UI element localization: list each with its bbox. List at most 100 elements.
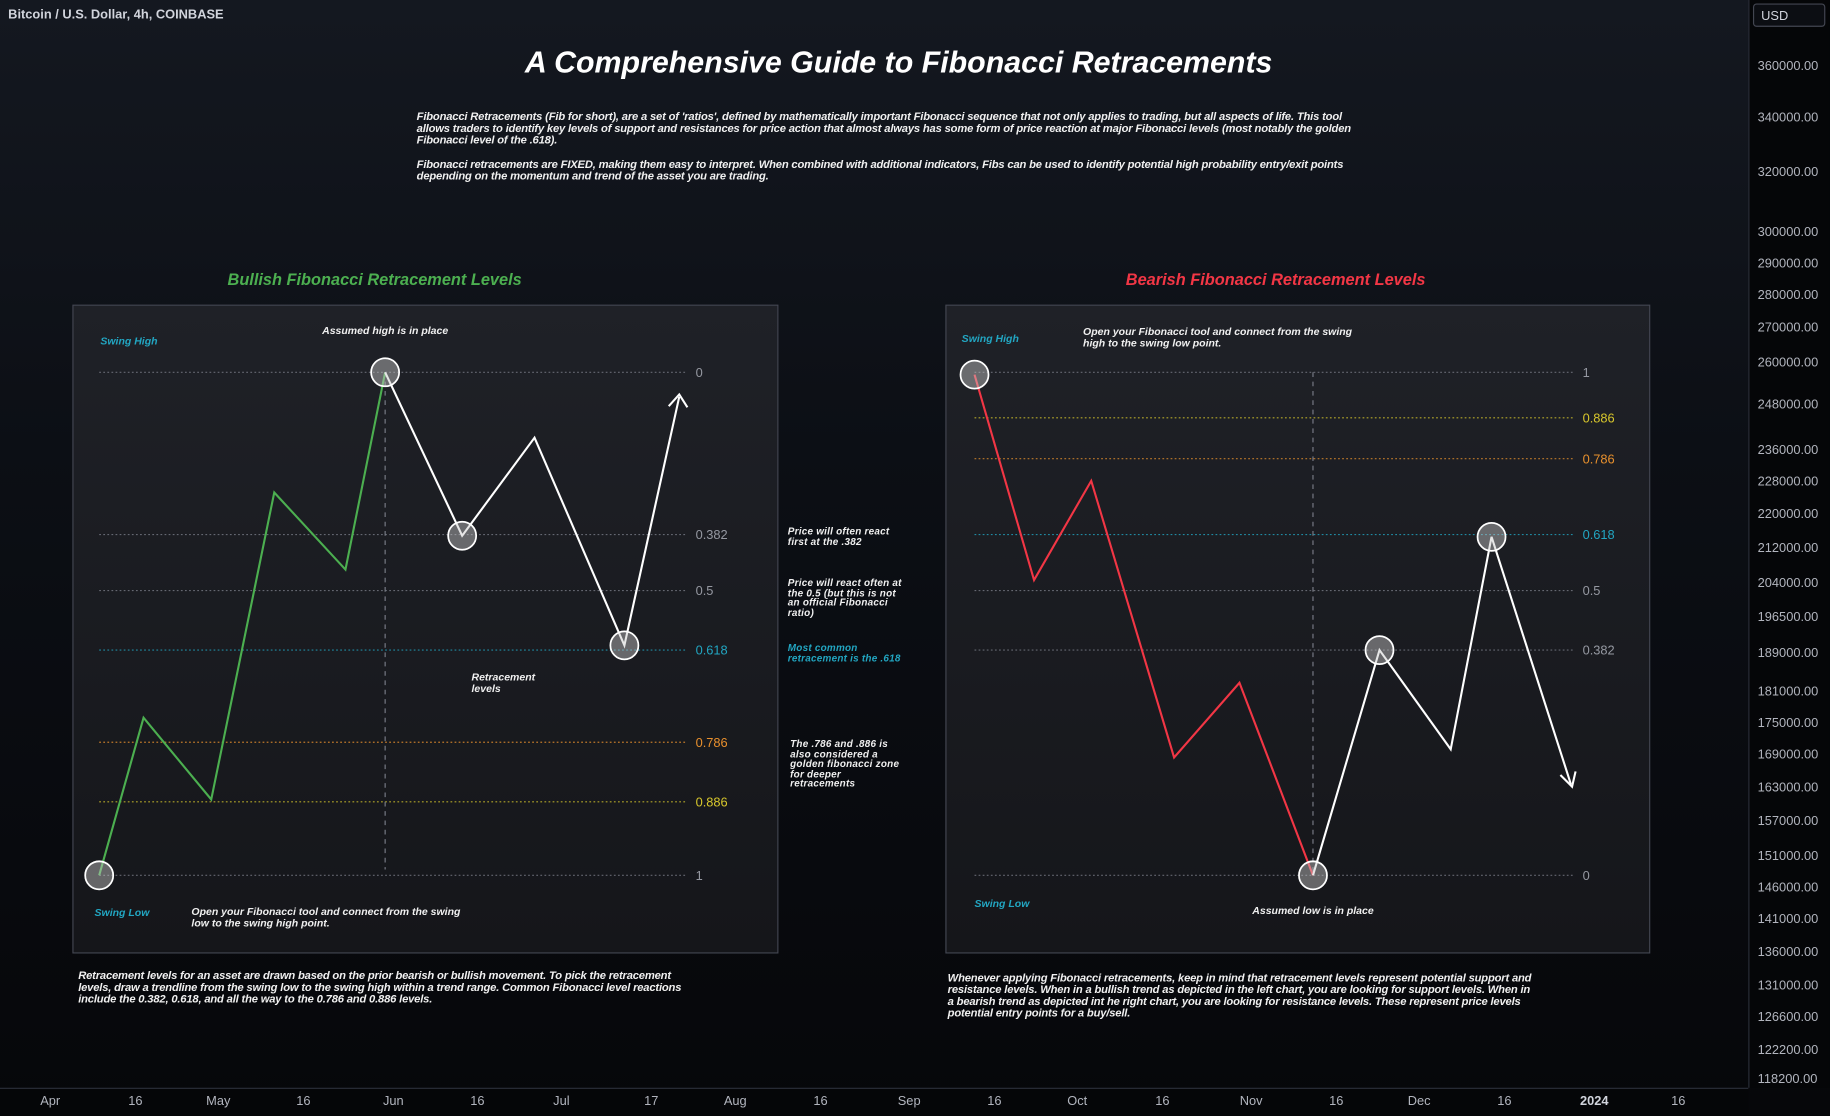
- note-618: Most common retracement is the .618: [787, 641, 901, 664]
- time-tick-label: Sep: [897, 1094, 921, 1109]
- time-tick-label: 16: [1329, 1094, 1344, 1109]
- bull-fib-level-label: 0.786: [696, 735, 728, 750]
- time-tick-label: 16: [1671, 1094, 1686, 1109]
- price-tick-label: 126600.00: [1757, 1010, 1819, 1025]
- price-tick-label: 169000.00: [1757, 748, 1819, 763]
- price-tick-label: 340000.00: [1757, 110, 1819, 125]
- bull-fib-level-label: 0.886: [696, 794, 728, 809]
- note-382: Price will often react first at the .382: [787, 525, 890, 547]
- price-tick-label: 122200.00: [1757, 1043, 1819, 1058]
- bull-fib-level-label: 0: [696, 365, 703, 380]
- bull-arrow-head-icon: [667, 392, 689, 408]
- pivot-marker: [447, 520, 478, 551]
- bullish-panel: [72, 304, 779, 954]
- bear-fib-level-label: 0.5: [1583, 583, 1601, 598]
- time-tick-label: Jul: [553, 1094, 570, 1109]
- bear-swing-low-label: Swing Low: [974, 897, 1030, 910]
- time-tick-label: May: [206, 1094, 231, 1109]
- time-tick-label: 16: [1497, 1094, 1512, 1109]
- bearish-heading: Bearish Fibonacci Retracement Levels: [1125, 269, 1426, 289]
- time-tick-label: Jun: [382, 1094, 404, 1109]
- bearish-caption: Whenever applying Fibonacci retracements…: [947, 972, 1532, 1021]
- price-tick-label: 280000.00: [1757, 288, 1819, 303]
- bullish-caption: Retracement levels for an asset are draw…: [78, 969, 682, 1007]
- price-tick-label: 151000.00: [1757, 849, 1819, 864]
- price-tick-label: 181000.00: [1757, 685, 1819, 700]
- bear-instruction: Open your Fibonacci tool and connect fro…: [1083, 325, 1353, 349]
- pivot-marker: [84, 860, 115, 891]
- time-tick-label: 2024: [1579, 1094, 1609, 1109]
- bear-fib-level-label: 0: [1583, 868, 1590, 883]
- bear-fib-level-label: 0.886: [1583, 410, 1615, 425]
- bull-assumed-high-label: Assumed high is in place: [322, 324, 449, 337]
- price-tick-label: 320000.00: [1757, 165, 1819, 180]
- price-tick-label: 290000.00: [1757, 256, 1819, 271]
- price-axis[interactable]: 360000.00 340000.00 320000.00 300000.00 2900…: [1748, 0, 1830, 1088]
- price-tick-label: 220000.00: [1757, 507, 1819, 522]
- bear-downtrend-line: [973, 374, 1314, 876]
- intro-paragraph-2: Fibonacci retracements are FIXED, making…: [416, 158, 1344, 184]
- intro-paragraph-1: Fibonacci Retracements (Fib for short), …: [416, 110, 1351, 148]
- bear-fib-level-label: 0.786: [1583, 451, 1615, 466]
- bullish-heading: Bullish Fibonacci Retracement Levels: [227, 269, 522, 289]
- price-tick-label: 212000.00: [1757, 541, 1819, 556]
- price-tick-label: 163000.00: [1757, 780, 1819, 795]
- time-tick-label: 16: [813, 1094, 828, 1109]
- price-tick-label: 270000.00: [1757, 320, 1819, 335]
- bull-instruction: Open your Fibonacci tool and connect fro…: [191, 905, 461, 929]
- time-tick-label: 17: [644, 1094, 659, 1109]
- price-tick-label: 141000.00: [1757, 912, 1819, 927]
- time-tick-label: 16: [987, 1094, 1002, 1109]
- price-tick-label: 131000.00: [1757, 979, 1819, 994]
- bull-retracement-label: Retracement levels: [471, 671, 536, 694]
- currency-button[interactable]: USD: [1752, 3, 1826, 27]
- price-tick-label: 157000.00: [1757, 814, 1819, 829]
- price-tick-label: 196500.00: [1757, 610, 1819, 625]
- bull-swing-high-label: Swing High: [100, 334, 158, 347]
- bull-retrace-line: [384, 371, 681, 649]
- bear-fib-level-label: 0.618: [1583, 527, 1615, 542]
- time-tick-label: Nov: [1239, 1094, 1263, 1109]
- time-tick-label: 16: [128, 1094, 143, 1109]
- symbol-title: Bitcoin / U.S. Dollar, 4h, COINBASE: [8, 8, 224, 23]
- bull-fib-level-label: 0.382: [696, 527, 728, 542]
- price-tick-label: 248000.00: [1757, 397, 1819, 412]
- time-tick-label: Dec: [1407, 1094, 1431, 1109]
- time-tick-label: 16: [1155, 1094, 1170, 1109]
- pivot-marker: [1298, 860, 1328, 891]
- bear-fib-level-label: 1: [1583, 365, 1590, 380]
- price-tick-label: 260000.00: [1757, 355, 1819, 370]
- time-tick-label: Apr: [40, 1094, 61, 1109]
- page-title: A Comprehensive Guide to Fibonacci Retra…: [524, 44, 1273, 80]
- bearish-panel: [945, 304, 1651, 954]
- price-tick-label: 228000.00: [1757, 475, 1819, 490]
- bear-fib-level-label: 0.382: [1583, 643, 1615, 658]
- time-tick-label: 16: [296, 1094, 311, 1109]
- price-tick-label: 236000.00: [1757, 443, 1819, 458]
- time-tick-label: 16: [470, 1094, 485, 1109]
- bull-fib-level-label: 0.618: [696, 643, 728, 658]
- bull-fib-level-label: 1: [696, 868, 703, 883]
- bull-uptrend-line: [98, 372, 387, 876]
- time-axis[interactable]: Apr 16 May 16 Jun 16 Jul 17 Aug 16 Sep 16 Oct 16 Nov 16…: [0, 1087, 1749, 1116]
- price-tick-label: 175000.00: [1757, 716, 1819, 731]
- time-tick-label: Aug: [723, 1094, 747, 1109]
- pivot-marker: [1476, 521, 1507, 552]
- bear-swing-high-label: Swing High: [961, 332, 1019, 345]
- bull-fib-level-label: 0.5: [696, 583, 714, 598]
- pivot-marker: [959, 359, 990, 390]
- price-tick-label: 360000.00: [1757, 59, 1819, 74]
- pivot-marker: [1364, 635, 1395, 665]
- price-tick-label: 189000.00: [1757, 646, 1819, 661]
- time-tick-label: Oct: [1067, 1094, 1088, 1109]
- note-05: Price will react often at the 0.5 (but t…: [787, 576, 902, 619]
- pivot-marker: [370, 357, 401, 388]
- pivot-marker: [609, 630, 640, 661]
- bear-arrow-head-icon: [1559, 771, 1577, 789]
- note-786-886: The .786 and .886 is also considered a g…: [790, 737, 900, 790]
- bear-retrace-line: [1311, 536, 1572, 876]
- price-tick-label: 204000.00: [1757, 576, 1819, 591]
- bull-swing-low-label: Swing Low: [94, 906, 150, 919]
